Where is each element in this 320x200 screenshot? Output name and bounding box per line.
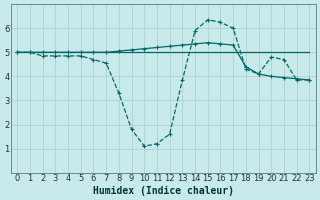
X-axis label: Humidex (Indice chaleur): Humidex (Indice chaleur) [93, 186, 234, 196]
